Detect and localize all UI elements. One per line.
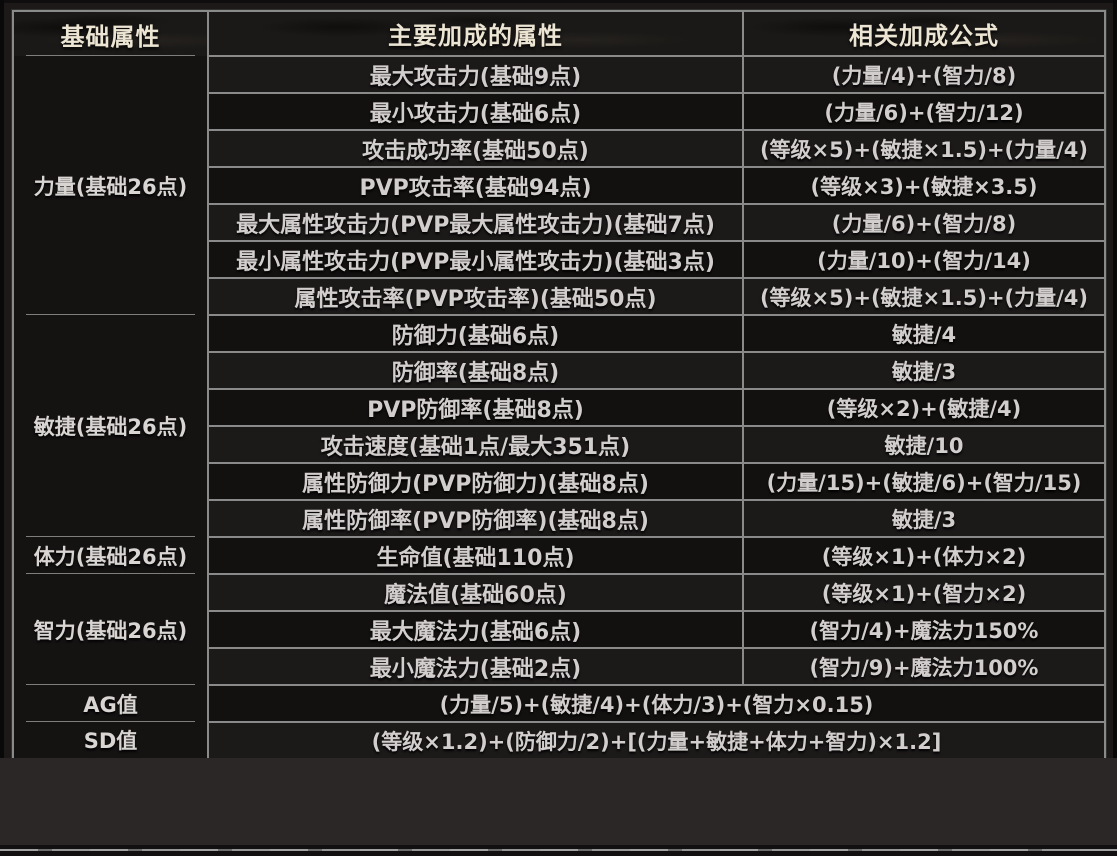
table-row: 攻击成功率(基础50点) (等级×5)+(敏捷×1.5)+(力量/4) xyxy=(13,129,1106,168)
attribute-cell: 最小攻击力(基础6点) xyxy=(207,92,744,131)
attribute-cell: PVP攻击率(基础94点) xyxy=(207,166,744,205)
attribute-cell: 属性攻击率(PVP攻击率)(基础50点) xyxy=(207,277,744,316)
formula-cell: (等级×3)+(敏捷×3.5) xyxy=(742,166,1106,205)
table-row: 防御率(基础8点) 敏捷/3 xyxy=(13,351,1106,390)
group-label-cell: 敏捷(基础26点) xyxy=(12,315,209,537)
table-row: 体力(基础26点) 生命值(基础110点) (等级×1)+(体力×2) xyxy=(12,536,1106,575)
attribute-cell: 最小属性攻击力(PVP最小属性攻击力)(基础3点) xyxy=(207,240,744,279)
formula-cell: (力量/15)+(敏捷/6)+(智力/15) xyxy=(742,462,1106,501)
attribute-cell: PVP防御率(基础8点) xyxy=(207,388,744,427)
attribute-cell: 最大属性攻击力(PVP最大属性攻击力)(基础7点) xyxy=(207,203,744,242)
frame-highlight-line xyxy=(0,849,1117,851)
attribute-cell: 攻击速度(基础1点/最大351点) xyxy=(207,425,744,464)
formula-cell: (力量/4)+(智力/8) xyxy=(742,55,1106,94)
summary-formula-cell: (力量/5)+(敏捷/4)+(体力/3)+(智力×0.15) xyxy=(207,684,1106,723)
table-row: 智力(基础26点) 魔法值(基础60点) (等级×1)+(智力×2) xyxy=(12,573,1106,685)
formula-cell: (力量/10)+(智力/14) xyxy=(742,240,1106,279)
table-row: 力量(基础26点) 最大攻击力(基础9点) (力量/4)+(智力/8) xyxy=(12,55,1106,315)
table-row: 属性攻击率(PVP攻击率)(基础50点) (等级×5)+(敏捷×1.5)+(力量/… xyxy=(13,277,1106,316)
attribute-cell: 最小魔法力(基础2点) xyxy=(207,647,744,686)
formula-cell: 敏捷/4 xyxy=(742,314,1106,353)
attribute-cell: 属性防御力(PVP防御力)(基础8点) xyxy=(207,462,744,501)
group-label-cell: 力量(基础26点) xyxy=(12,56,209,315)
table-row: 属性防御率(PVP防御率)(基础8点) 敏捷/3 xyxy=(13,499,1106,538)
table-row: PVP防御率(基础8点) (等级×2)+(敏捷/4) xyxy=(13,388,1106,427)
formula-cell: 敏捷/3 xyxy=(742,351,1106,390)
summary-label-cell: SD值 xyxy=(12,722,209,759)
table-row: 攻击速度(基础1点/最大351点) 敏捷/10 xyxy=(13,425,1106,464)
group-label-cell: 智力(基础26点) xyxy=(12,574,209,685)
attribute-formula-table: 基础属性 主要加成的属性 相关加成公式 力量(基础26点) 最大攻击力(基础9点)… xyxy=(11,9,1107,761)
table-row: 最大属性攻击力(PVP最大属性攻击力)(基础7点) (力量/6)+(智力/8) xyxy=(13,203,1106,242)
formula-cell: (智力/4)+魔法力150% xyxy=(742,610,1106,649)
formula-cell: (等级×1)+(智力×2) xyxy=(742,573,1106,612)
lower-panel xyxy=(0,758,1117,845)
group-label-cell: 体力(基础26点) xyxy=(12,537,209,574)
table-row: 属性防御力(PVP防御力)(基础8点) (力量/15)+(敏捷/6)+(智力/15… xyxy=(13,462,1106,501)
table-row: 最小魔法力(基础2点) (智力/9)+魔法力100% xyxy=(13,647,1106,686)
formula-cell: (等级×5)+(敏捷×1.5)+(力量/4) xyxy=(742,129,1106,168)
attribute-cell: 最大魔法力(基础6点) xyxy=(207,610,744,649)
column-header-formula: 相关加成公式 xyxy=(742,10,1106,57)
summary-formula-cell: (等级×1.2)+(防御力/2)+[(力量+敏捷+体力+智力)×1.2] xyxy=(207,721,1106,760)
formula-cell: (力量/6)+(智力/12) xyxy=(742,92,1106,131)
attribute-cell: 攻击成功率(基础50点) xyxy=(207,129,744,168)
column-header-boosted-attribute: 主要加成的属性 xyxy=(207,10,744,57)
attribute-cell: 最大攻击力(基础9点) xyxy=(207,55,744,94)
formula-cell: (等级×2)+(敏捷/4) xyxy=(742,388,1106,427)
attribute-cell: 属性防御率(PVP防御率)(基础8点) xyxy=(207,499,744,538)
formula-cell: (力量/6)+(智力/8) xyxy=(742,203,1106,242)
attribute-cell: 魔法值(基础60点) xyxy=(207,573,744,612)
formula-cell: (智力/9)+魔法力100% xyxy=(742,647,1106,686)
table-row: PVP攻击率(基础94点) (等级×3)+(敏捷×3.5) xyxy=(13,166,1106,205)
formula-cell: (等级×5)+(敏捷×1.5)+(力量/4) xyxy=(742,277,1106,316)
table-row: 最小攻击力(基础6点) (力量/6)+(智力/12) xyxy=(13,92,1106,131)
table-header-row: 基础属性 主要加成的属性 相关加成公式 xyxy=(12,10,1106,57)
attribute-cell: 防御率(基础8点) xyxy=(207,351,744,390)
bottom-frame xyxy=(0,845,1117,856)
attribute-cell: 生命值(基础110点) xyxy=(207,536,744,575)
summary-label-cell: AG值 xyxy=(12,685,209,722)
table-row: 最大魔法力(基础6点) (智力/4)+魔法力150% xyxy=(13,610,1106,649)
table-row: 最小属性攻击力(PVP最小属性攻击力)(基础3点) (力量/10)+(智力/14) xyxy=(13,240,1106,279)
formula-cell: 敏捷/3 xyxy=(742,499,1106,538)
summary-row: SD值 (等级×1.2)+(防御力/2)+[(力量+敏捷+体力+智力)×1.2] xyxy=(12,721,1106,760)
summary-row: AG值 (力量/5)+(敏捷/4)+(体力/3)+(智力×0.15) xyxy=(12,684,1106,723)
column-header-base-attribute: 基础属性 xyxy=(12,10,209,56)
attribute-cell: 防御力(基础6点) xyxy=(207,314,744,353)
formula-cell: (等级×1)+(体力×2) xyxy=(742,536,1106,575)
formula-cell: 敏捷/10 xyxy=(742,425,1106,464)
table-row: 敏捷(基础26点) 防御力(基础6点) 敏捷/4 xyxy=(12,314,1106,537)
